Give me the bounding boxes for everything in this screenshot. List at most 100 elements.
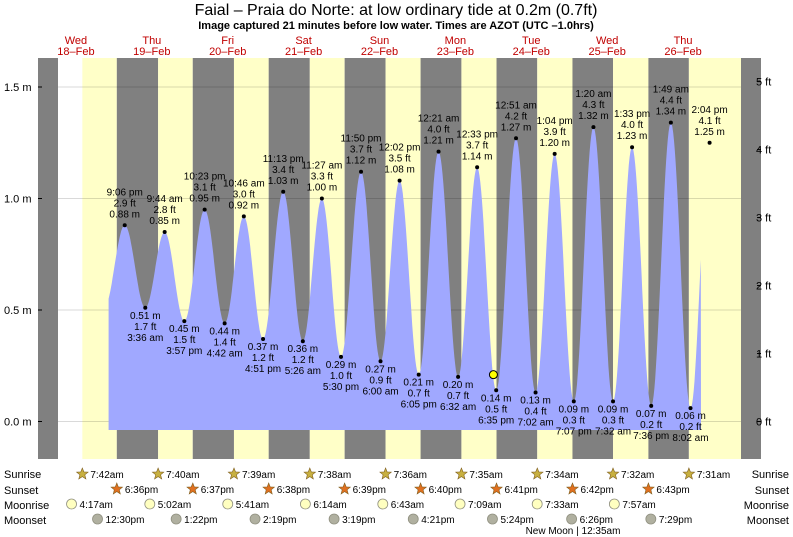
y-right-tick-label: 0 ft [756,417,771,429]
extreme-label: 9:06 pm [107,187,143,198]
extreme-label: 6:00 am [362,386,398,397]
extreme-dot [222,321,227,326]
moonrise-icon [299,498,311,510]
extreme-dot [649,403,654,408]
sunset-label-right: Sunset [755,485,789,497]
extreme-label: 1.5 ft [173,335,195,346]
moonset-icon [170,513,182,525]
tide-area [108,122,701,430]
moonrise-icon [377,498,389,510]
extreme-label: 0.20 m [443,380,474,391]
sunrise-time: 7:36am [394,470,427,481]
extreme-label: 3.1 ft [194,183,216,194]
extreme-label: 3:36 am [127,333,163,344]
moonset-icon [645,513,657,525]
chart-subtitle: Image captured 21 minutes before low wat… [198,20,594,32]
sunset-time: 6:36pm [125,485,158,496]
sunrise-icon [75,467,89,480]
day-date: 22–Feb [361,46,398,58]
plot-right-margin [741,58,761,459]
extreme-dot [182,319,187,324]
extreme-label: 0.44 m [209,326,240,337]
extreme-label: 1.7 ft [134,322,156,333]
sunrise-time: 7:38am [318,470,351,481]
sunset-time: 6:38pm [277,485,310,496]
extreme-label: 1.21 m [423,136,454,147]
extreme-label: 0.9 ft [369,375,391,386]
extreme-dot [261,336,266,341]
tide-extremes: 9:06 pm2.9 ft0.88 m 0.51 m1.7 ft3:36 am 9:… [107,85,728,444]
day-name: Fri [221,35,234,47]
y-right-tick-label: 5 ft [756,77,771,89]
y-left-tick-label: 1.0 m [4,194,32,206]
extreme-label: 0.29 m [326,360,357,371]
extreme-label: 6:32 am [440,402,476,413]
moonset-time: 1:22pm [184,515,217,526]
day-date: 18–Feb [57,46,94,58]
sunrise-icon [151,467,165,480]
y-left-tick-label: 0.0 m [4,417,32,429]
y-right-tick-label: 3 ft [756,213,771,225]
extreme-label: 3:57 pm [166,346,202,357]
moonset-time: 5:24pm [500,515,533,526]
sunrise-icon [682,467,696,480]
moonset-icon [407,513,419,525]
extreme-label: 7:07 pm [556,426,592,437]
extreme-label: 4.2 ft [505,111,527,122]
moonset-icon [92,513,103,525]
extreme-label: 1.25 m [694,127,725,138]
extreme-label: 11:50 pm [341,134,382,145]
sunset-time: 6:39pm [353,485,386,496]
extreme-label: 0.7 ft [447,391,469,402]
moonset-icon [566,513,578,525]
moonset-time: 7:29pm [659,515,692,526]
extreme-label: 2:04 pm [692,105,728,116]
extreme-label: 0.95 m [189,194,220,205]
extreme-dot [436,149,441,154]
extreme-label: 1.14 m [462,151,493,162]
sunrise-time: 7:34am [545,470,578,481]
extreme-dot [688,406,693,411]
sunset-label-left: Sunset [4,485,38,497]
sunrise-label-left: Sunrise [4,469,41,481]
extreme-label: 0.51 m [130,311,161,322]
sunrise-label-right: Sunrise [752,469,789,481]
extreme-dot [571,399,576,404]
extreme-label: 0.3 ft [563,415,585,426]
moonrise-icon [531,498,543,510]
extreme-label: 1.32 m [578,111,609,122]
extreme-dot [552,151,557,156]
extreme-dot [241,214,246,219]
moonrise-time: 7:09am [468,500,501,511]
day-name: Sun [370,35,390,47]
extreme-label: 0.06 m [675,411,706,422]
extreme-label: 0.4 ft [524,407,546,418]
y-left-tick-label: 0.5 m [4,305,32,317]
extreme-label: 0.88 m [109,209,140,220]
sunset-icon [641,482,655,495]
extreme-dot [122,223,127,228]
moonset-label-left: Moonset [4,515,46,527]
extreme-label: 0.07 m [636,409,667,420]
extreme-dot [319,196,324,201]
extreme-label: 4.3 ft [582,100,604,111]
extreme-dot [397,178,402,183]
day-name: Thu [142,35,161,47]
sunset-time: 6:37pm [201,485,234,496]
extreme-label: 5:30 pm [323,382,359,393]
extreme-label: 1:04 pm [537,116,573,127]
y-right-tick-label: 2 ft [756,281,771,293]
extreme-dot [202,207,207,212]
extreme-label: 3.9 ft [544,127,566,138]
moonrise-time: 5:02am [158,500,191,511]
extreme-label: 6:35 pm [478,415,514,426]
sunrise-icon [227,467,241,480]
extreme-label: 12:33 pm [456,129,498,140]
sunset-icon [262,482,276,495]
extreme-label: 0.85 m [149,216,180,227]
extreme-label: 2.8 ft [154,205,176,216]
extreme-label: 0.36 m [288,344,319,355]
extreme-label: 4:51 pm [245,364,281,375]
moonrise-label-right: Moonrise [744,500,789,512]
